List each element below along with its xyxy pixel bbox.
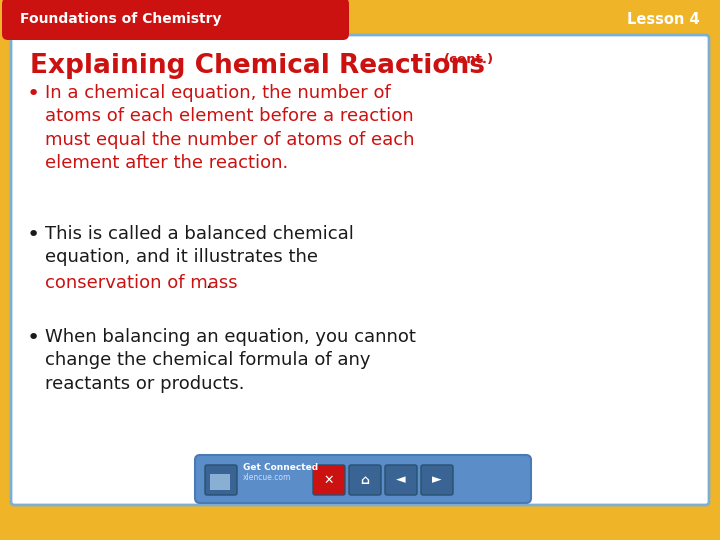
FancyBboxPatch shape: [349, 465, 381, 495]
Text: ►: ►: [432, 474, 442, 487]
Text: This is called a balanced chemical
equation, and it illustrates the: This is called a balanced chemical equat…: [45, 225, 354, 266]
Text: ⌂: ⌂: [361, 474, 369, 487]
Text: conservation of mass: conservation of mass: [45, 274, 238, 292]
FancyBboxPatch shape: [2, 0, 349, 40]
FancyBboxPatch shape: [11, 35, 709, 505]
Text: Explaining Chemical Reactions: Explaining Chemical Reactions: [30, 53, 485, 79]
FancyBboxPatch shape: [313, 465, 345, 495]
Text: ◄: ◄: [396, 474, 406, 487]
Text: •: •: [27, 225, 40, 245]
Text: (cont.): (cont.): [444, 53, 494, 66]
Text: .: .: [205, 274, 211, 292]
Text: xlencue.com: xlencue.com: [243, 474, 292, 483]
Text: •: •: [27, 84, 40, 104]
Text: Lesson 4: Lesson 4: [627, 11, 700, 26]
Text: In a chemical equation, the number of
atoms of each element before a reaction
mu: In a chemical equation, the number of at…: [45, 84, 415, 172]
Text: Get Connected: Get Connected: [243, 462, 318, 471]
Text: When balancing an equation, you cannot
change the chemical formula of any
reacta: When balancing an equation, you cannot c…: [45, 328, 416, 393]
FancyBboxPatch shape: [205, 465, 237, 495]
FancyBboxPatch shape: [195, 455, 531, 503]
Text: ✕: ✕: [324, 474, 334, 487]
Text: •: •: [27, 328, 40, 348]
FancyBboxPatch shape: [385, 465, 417, 495]
FancyBboxPatch shape: [421, 465, 453, 495]
FancyBboxPatch shape: [210, 474, 230, 490]
Text: Foundations of Chemistry: Foundations of Chemistry: [20, 12, 222, 26]
